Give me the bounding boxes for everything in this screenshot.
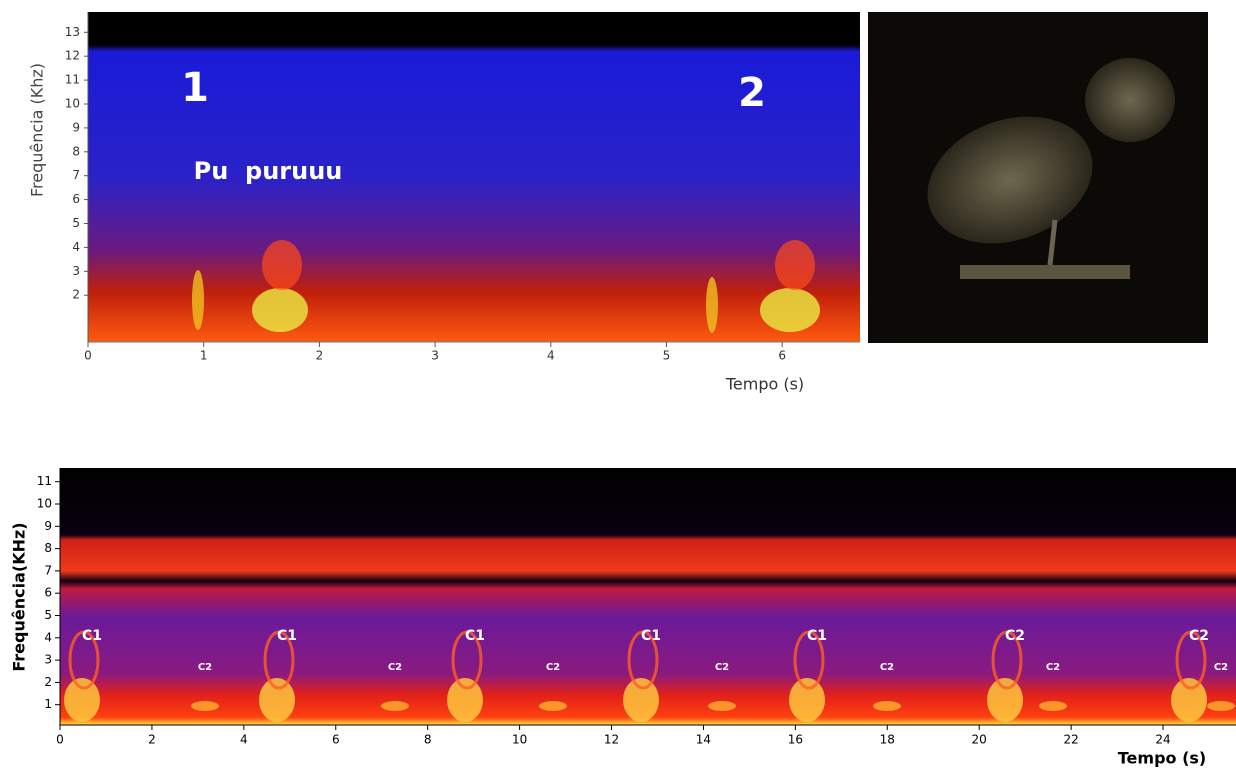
call-arch: [451, 630, 483, 690]
y-tick-label: 5: [72, 216, 80, 230]
call-label: C2: [1189, 628, 1209, 644]
call-label: C2: [715, 662, 729, 673]
x-axis-label: Tempo (s): [1118, 749, 1206, 768]
y-tick-label: 6: [44, 586, 52, 600]
annotation: 2: [738, 70, 766, 116]
y-tick-label: 6: [72, 192, 80, 206]
x-tick-label: 24: [1155, 733, 1170, 747]
y-tick-label: 9: [44, 519, 52, 533]
y-tick-label: 12: [65, 49, 80, 63]
call-energy: [192, 240, 820, 333]
x-axis-label: Tempo (s): [725, 375, 804, 394]
call-arch: [1175, 630, 1207, 690]
call-blob: [259, 678, 295, 722]
y-tick-label: 13: [65, 25, 80, 39]
call-blob: [64, 678, 100, 722]
y-tick-label: 2: [72, 288, 80, 302]
x-tick-label: 6: [332, 733, 340, 747]
call-label: C1: [465, 628, 485, 644]
call-blob: [191, 701, 219, 711]
x-tick-label: 14: [696, 733, 711, 747]
x-tick-label: 8: [424, 733, 432, 747]
y-tick-label: 4: [72, 240, 80, 254]
x-tick-label: 4: [240, 733, 248, 747]
x-tick-label: 6: [778, 349, 786, 363]
call-label: C1: [641, 628, 661, 644]
x-tick-label: 3: [431, 349, 439, 363]
call-label: C2: [546, 662, 560, 673]
x-tick-label: 0: [84, 349, 92, 363]
y-tick-label: 10: [37, 497, 52, 511]
y-axis-label: Frequência(KHz): [10, 522, 29, 671]
call-arch: [68, 630, 100, 690]
call-blob: [381, 701, 409, 711]
y-tick-label: 4: [44, 630, 52, 644]
y-tick-label: 1: [44, 697, 52, 711]
y-tick-label: 8: [44, 541, 52, 555]
x-tick-label: 22: [1063, 733, 1078, 747]
call-arch: [627, 630, 659, 690]
x-tick-label: 1: [200, 349, 208, 363]
call-blob: [539, 701, 567, 711]
y-tick-label: 11: [65, 73, 80, 87]
call-label: C2: [1046, 662, 1060, 673]
call-arch: [793, 630, 825, 690]
x-tick-label: 20: [972, 733, 987, 747]
y-tick-label: 8: [72, 144, 80, 158]
call-blob: [789, 678, 825, 722]
call-label: C1: [277, 628, 297, 644]
y-tick-label: 7: [44, 563, 52, 577]
y-tick-label: 2: [44, 675, 52, 689]
call-arch: [991, 630, 1023, 690]
call-label: C2: [388, 662, 402, 673]
call-blob: [708, 701, 736, 711]
call-label: C1: [82, 628, 102, 644]
x-tick-label: 10: [512, 733, 527, 747]
y-tick-label: 9: [72, 120, 80, 134]
x-tick-label: 0: [56, 733, 64, 747]
x-tick-label: 12: [604, 733, 619, 747]
call-blob: [447, 678, 483, 722]
x-tick-label: 16: [788, 733, 803, 747]
x-tick-label: 2: [148, 733, 156, 747]
annotation: 1: [181, 65, 209, 111]
x-tick-label: 2: [316, 349, 324, 363]
y-tick-label: 7: [72, 168, 80, 182]
call-blob: [1039, 701, 1067, 711]
y-tick-label: 11: [37, 474, 52, 488]
y-tick-label: 10: [65, 97, 80, 111]
y-tick-label: 5: [44, 608, 52, 622]
y-axis-label: Frequência (Khz): [28, 63, 47, 197]
call-label: C2: [198, 662, 212, 673]
call-blob: [1171, 678, 1207, 722]
y-tick-label: 3: [44, 653, 52, 667]
x-tick-label: 5: [663, 349, 671, 363]
call-label: C2: [1005, 628, 1025, 644]
call-blob: [873, 701, 901, 711]
x-tick-label: 18: [880, 733, 895, 747]
call-blob: [987, 678, 1023, 722]
call-arch: [263, 630, 295, 690]
spectrogram-top: [88, 12, 860, 342]
y-tick-label: 3: [72, 264, 80, 278]
call-energy: [64, 630, 1235, 722]
call-label: C2: [880, 662, 894, 673]
annotation: Pu puruuu: [194, 157, 343, 185]
owl-photo: [868, 12, 1208, 343]
call-label: C2: [1214, 662, 1228, 673]
call-label: C1: [807, 628, 827, 644]
call-blob: [623, 678, 659, 722]
x-tick-label: 4: [547, 349, 555, 363]
call-blob: [1207, 701, 1235, 711]
